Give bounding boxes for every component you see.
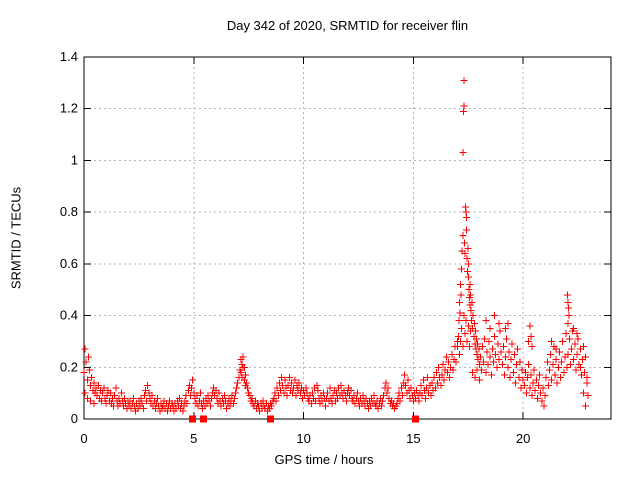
scatter-points-SRMTID — [80, 76, 592, 415]
zero-marker-square — [412, 415, 420, 423]
y-tick-label: 1.2 — [60, 101, 78, 116]
y-tick-label: 1.4 — [60, 49, 78, 64]
y-tick-label: 0.6 — [60, 256, 78, 271]
x-tick-label: 10 — [296, 431, 310, 446]
y-tick-label: 0.2 — [60, 359, 78, 374]
chart-title: Day 342 of 2020, SRMTID for receiver fli… — [226, 18, 469, 33]
x-tick-label: 0 — [80, 431, 87, 446]
y-tick-label: 0.4 — [60, 308, 78, 323]
y-tick-label: 0.8 — [60, 204, 78, 219]
x-tick-label: 15 — [406, 431, 420, 446]
y-tick-label: 0 — [71, 411, 78, 426]
plot-frame — [83, 56, 612, 420]
y-tick-label: 1 — [71, 152, 78, 167]
zero-marker-square — [267, 415, 275, 423]
x-tick-label: 5 — [190, 431, 197, 446]
x-axis-label: GPS time / hours — [274, 452, 374, 467]
x-tick-label: 20 — [516, 431, 530, 446]
zero-marker-square — [200, 415, 208, 423]
zero-marker-square — [189, 415, 197, 423]
